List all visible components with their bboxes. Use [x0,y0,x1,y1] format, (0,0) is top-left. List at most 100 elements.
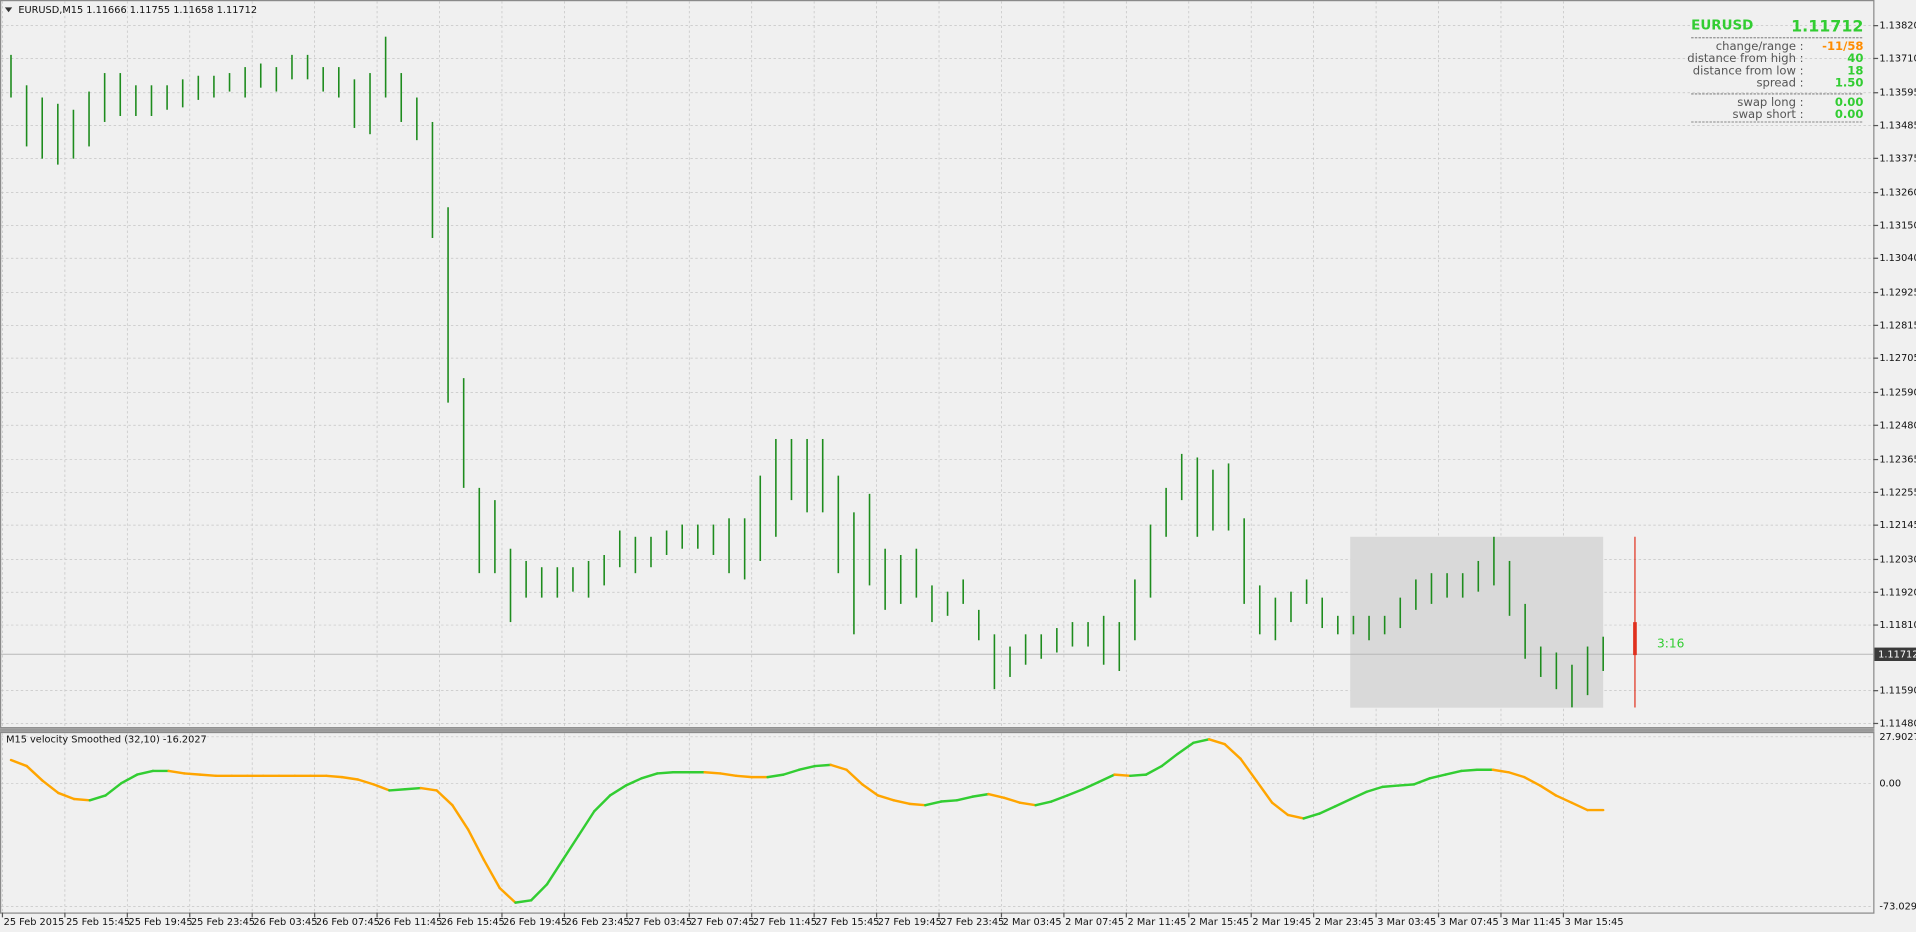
x-tick-label: 2 Mar 15:45 [1190,917,1249,928]
indicator-segment [908,802,927,807]
indicator-segment [577,810,596,837]
x-tick-label: 3 Mar 03:45 [1377,917,1436,928]
indicator-segment [1207,738,1227,746]
indicator-segment [514,899,533,904]
y-tick-label: 1.13260 [1879,188,1916,199]
indicator-segment [372,783,391,792]
indicator-segment [135,769,155,776]
indicator-segment [1397,783,1416,787]
indicator-segment [167,769,186,775]
indicator-segment [183,772,202,776]
indicator-segment [435,789,454,807]
indicator-segment [1365,785,1384,793]
indicator-segment [955,795,974,802]
indicator-segment [845,768,864,786]
y-tick-label: 1.13595 [1879,88,1916,99]
y-tick-label: 1.13820 [1879,21,1916,32]
indicator-segment [72,797,92,802]
y-tick-label: 1.11920 [1879,587,1916,598]
title-arrow [4,7,13,13]
indicator-segment [1113,773,1132,778]
range-box [1350,536,1604,708]
indicator-segment [892,799,911,806]
indicator-segment [1144,764,1164,776]
y-tick-label: 1.12365 [1879,455,1916,466]
indicator-segment [608,784,628,797]
indicator-segment [1270,801,1290,817]
info-price: 1.11712 [1791,16,1863,35]
indicator-segment [1129,773,1148,778]
indicator-segment [924,800,943,807]
indicator-segment [1081,780,1100,791]
indicator-segment [1523,775,1542,787]
indicator-segment [120,773,139,785]
indicator-segment [529,883,549,902]
indicator-segment [1428,773,1447,780]
indicator-segment [41,779,60,795]
x-tick-label: 26 Feb 03:45 [253,917,317,928]
indicator-segment [1412,777,1431,786]
info-value: 1.50 [1835,75,1864,89]
indicator-segment [1381,784,1400,789]
indicator-segment [356,778,375,786]
y-tick-label: 1.13040 [1879,253,1916,264]
indicator-segment [545,858,564,886]
indicator-segment [325,774,344,779]
indicator-segment [1223,742,1242,761]
indicator-segment [640,772,659,780]
x-tick-label: 27 Feb 07:45 [690,917,754,928]
x-tick-label: 25 Feb 2015 [4,917,65,928]
indicator-segment [593,794,612,813]
indicator-segment [1097,773,1116,784]
indicator-segment [719,772,738,778]
indicator-segment [340,775,360,781]
y-tick-label: 1.13150 [1879,220,1916,231]
indicator-segment [466,828,486,862]
info-value: 0.00 [1835,95,1864,109]
indicator-segment [766,773,785,779]
indicator-segment [1318,805,1337,815]
indicator-segment [939,799,959,803]
indicator-segment [1050,794,1069,803]
indicator-segment [9,758,28,768]
x-tick-label: 3 Mar 11:45 [1502,917,1561,928]
last-price-box [1874,647,1916,662]
indicator-segment [971,792,990,798]
x-tick-label: 26 Feb 15:45 [441,917,505,928]
y-tick-label: 1.12925 [1879,288,1916,299]
x-tick-label: 2 Mar 11:45 [1128,917,1187,928]
x-tick-label: 3 Mar 07:45 [1440,917,1499,928]
indicator-segment [1570,801,1589,812]
x-tick-label: 2 Mar 19:45 [1252,917,1311,928]
indicator-segment [703,771,722,775]
x-tick-label: 27 Feb 03:45 [628,917,692,928]
info-label: change/range : [1716,39,1804,53]
y-tick-label: 1.11480 [1879,718,1916,729]
indicator-segment [451,803,470,831]
y-tick-label: 1.12145 [1879,520,1916,531]
indicator-segment [1444,769,1463,776]
y-tick-label: 1.12590 [1879,387,1916,398]
x-tick-label: 2 Mar 23:45 [1315,917,1374,928]
indicator-segment [198,773,218,778]
indicator-segment [1255,779,1274,804]
y-tick-label: 1.13485 [1879,121,1916,132]
x-tick-label: 26 Feb 19:45 [503,917,567,928]
indicator-tick-label: 27.9027 [1879,732,1916,743]
info-symbol: EURUSD [1691,19,1753,34]
indicator-segment [561,834,580,862]
indicator-segment [987,792,1006,800]
panel-separator [0,728,1875,732]
countdown: 3:16 [1657,637,1684,651]
info-value: 0.00 [1835,107,1864,121]
x-tick-label: 2 Mar 07:45 [1065,917,1124,928]
info-label: spread : [1756,75,1803,89]
info-label: distance from high : [1687,51,1803,65]
indicator-segment [1507,771,1526,779]
indicator-segment [1192,738,1211,745]
x-tick-label: 27 Feb 23:45 [940,917,1004,928]
indicator-segment [1333,797,1353,808]
